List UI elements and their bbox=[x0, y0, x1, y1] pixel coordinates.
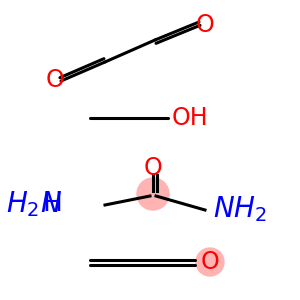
Text: O: O bbox=[201, 250, 219, 274]
Text: H: H bbox=[42, 191, 62, 217]
Text: O: O bbox=[144, 156, 162, 180]
Text: $H_2N$: $H_2N$ bbox=[6, 189, 62, 219]
Text: $NH_2$: $NH_2$ bbox=[213, 194, 267, 224]
Text: O: O bbox=[46, 68, 64, 92]
Text: O: O bbox=[196, 13, 214, 37]
Circle shape bbox=[196, 248, 224, 276]
Circle shape bbox=[137, 178, 169, 210]
Text: OH: OH bbox=[172, 106, 208, 130]
